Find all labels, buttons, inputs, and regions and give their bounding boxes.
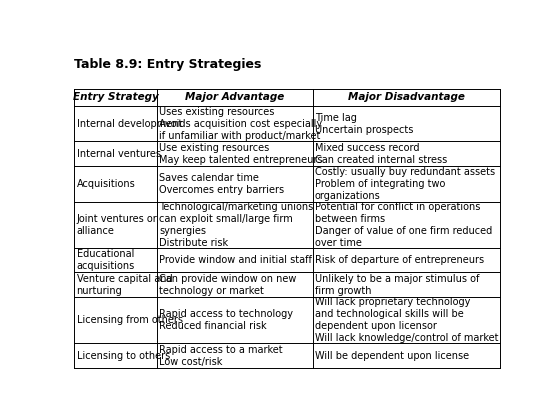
Text: Rapid access to technology
Reduced financial risk: Rapid access to technology Reduced finan…: [160, 309, 293, 331]
Text: Use existing resources
May keep talented entrepreneurs: Use existing resources May keep talented…: [160, 143, 323, 165]
Text: Saves calendar time
Overcomes entry barriers: Saves calendar time Overcomes entry barr…: [160, 173, 284, 195]
Text: Licensing to others: Licensing to others: [77, 351, 170, 361]
Text: Risk of departure of entrepreneurs: Risk of departure of entrepreneurs: [315, 255, 484, 265]
Text: Table 8.9: Entry Strategies: Table 8.9: Entry Strategies: [74, 58, 262, 71]
Text: Will lack proprietary technology
and technological skills will be
dependent upon: Will lack proprietary technology and tec…: [315, 297, 498, 343]
Text: Potential for conflict in operations
between firms
Danger of value of one firm r: Potential for conflict in operations bet…: [315, 202, 492, 248]
Text: Acquisitions: Acquisitions: [77, 179, 136, 189]
Text: Can provide window on new
technology or market: Can provide window on new technology or …: [160, 274, 297, 296]
Text: Mixed success record
Can created internal stress: Mixed success record Can created interna…: [315, 143, 447, 165]
Text: Uses existing resources
Avoids acquisition cost especially
if unfamiliar with pr: Uses existing resources Avoids acquisiti…: [160, 106, 323, 141]
Text: Licensing from others: Licensing from others: [77, 315, 183, 325]
Text: Educational
acquisitions: Educational acquisitions: [77, 249, 135, 271]
Text: Major Disadvantage: Major Disadvantage: [348, 93, 465, 103]
Text: Entry Strategy: Entry Strategy: [73, 93, 158, 103]
Text: Technological/marketing unions
can exploit small/large firm
synergies
Distribute: Technological/marketing unions can explo…: [160, 202, 314, 248]
Text: Unlikely to be a major stimulus of
firm growth: Unlikely to be a major stimulus of firm …: [315, 274, 479, 296]
Text: Rapid access to a market
Low cost/risk: Rapid access to a market Low cost/risk: [160, 345, 283, 367]
Text: Costly: usually buy redundant assets
Problem of integrating two
organizations: Costly: usually buy redundant assets Pro…: [315, 167, 495, 201]
Text: Internal ventures: Internal ventures: [77, 149, 161, 159]
Text: Time lag
Uncertain prospects: Time lag Uncertain prospects: [315, 113, 413, 134]
Text: Will be dependent upon license: Will be dependent upon license: [315, 351, 469, 361]
Text: Internal development: Internal development: [77, 119, 182, 129]
Text: Provide window and initial staff: Provide window and initial staff: [160, 255, 312, 265]
Text: Major Advantage: Major Advantage: [185, 93, 284, 103]
Text: Joint ventures or
alliance: Joint ventures or alliance: [77, 214, 157, 235]
Text: Venture capital and
nurturing: Venture capital and nurturing: [77, 274, 172, 296]
